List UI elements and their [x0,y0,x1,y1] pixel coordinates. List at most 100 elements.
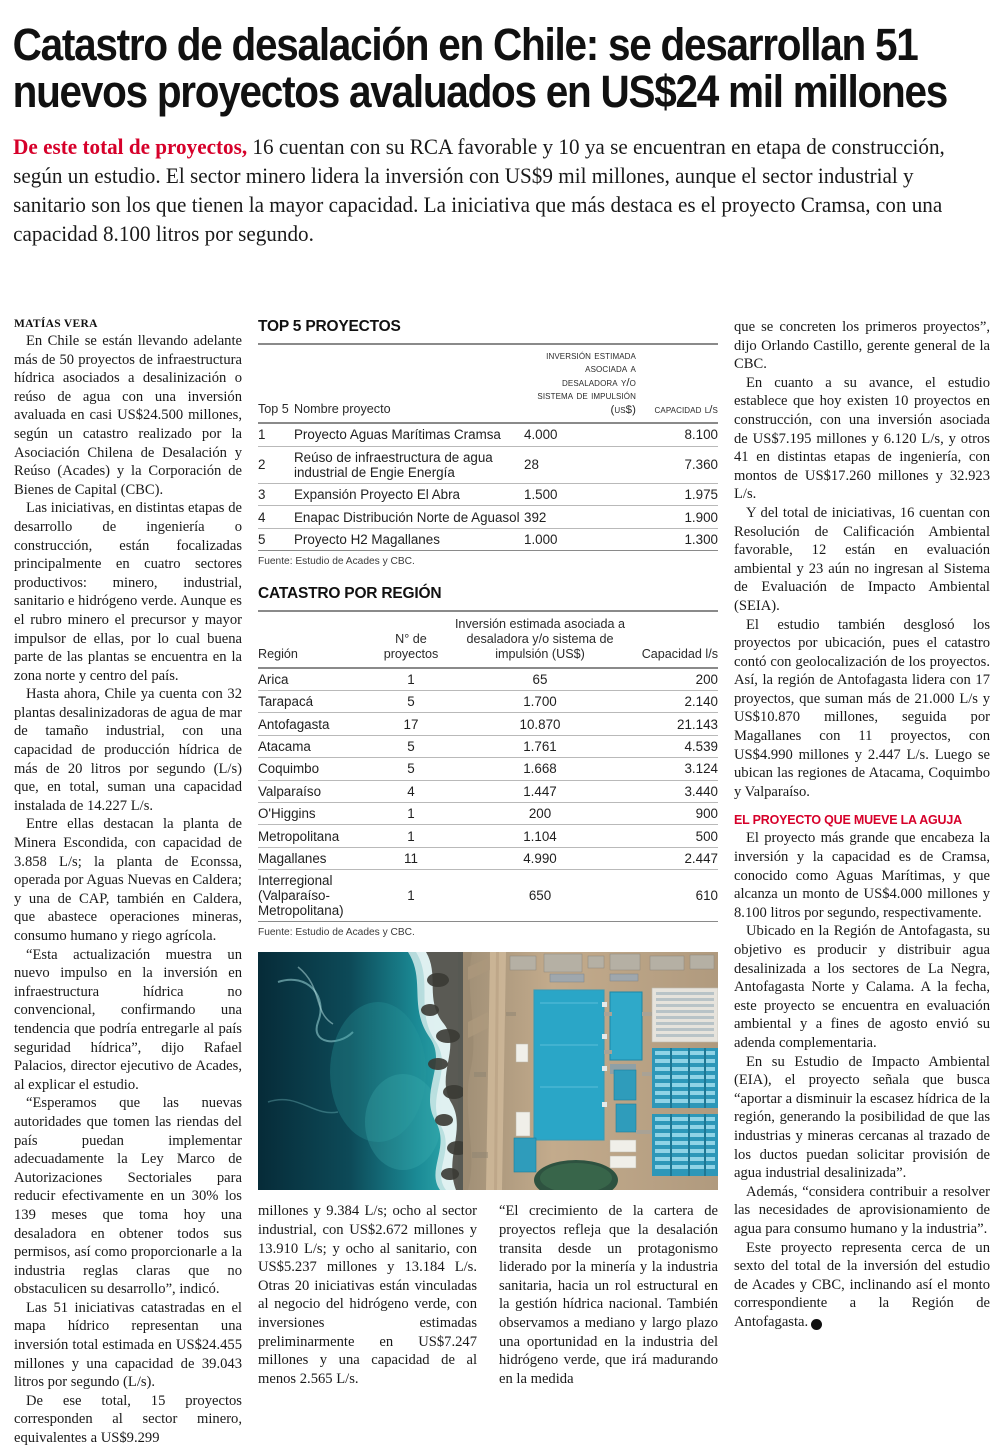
cell-capacity: 1.900 [650,505,718,529]
cell-capacity: 2.447 [630,847,718,871]
byline: MATÍAS VERA [14,318,98,330]
cell-capacity: 2.140 [630,690,718,714]
table-row: Interregional (Valparaíso- Metropolitana… [258,869,718,923]
cell-rank: 5 [258,528,294,552]
cell-capacity: 200 [630,667,718,692]
cell-region: Arica [258,667,372,692]
paragraph: De ese total, 15 proyectos corresponden … [14,1392,242,1447]
table-row: Coquimbo 5 1.668 3.124 [258,757,718,781]
cell-name: Expansión Proyecto El Abra [294,483,522,507]
region-table: Región N° de proyectos Inversión estimad… [258,610,718,923]
photo-artwork [258,952,718,1191]
column-left: MATÍAS VERA En Chile se están llevando a… [14,318,242,1448]
cell-rank: 3 [258,483,294,507]
col-header-projects: N° de proyectos [383,632,439,661]
paragraph: Y del total de iniciativas, 16 cuentan c… [734,504,990,614]
paragraph: “Esta actualización muestra un nuevo imp… [14,946,242,1093]
subcolumn-right: “El crecimiento de la cartera de proyect… [499,1202,718,1388]
paragraph: “Esperamos que las nuevas autoridades qu… [14,1095,242,1298]
cell-region: Magallanes [258,847,372,871]
table-row: 3 Expansión Proyecto El Abra 1.500 1.975 [258,483,718,507]
lead-paragraph: De este total de proyectos, 16 cuentan c… [0,116,982,249]
cell-investment: 10.870 [450,712,630,736]
cell-region: Tarapacá [258,690,372,714]
cell-name: Proyecto H2 Magallanes [294,528,522,552]
desalination-plant-photo [258,952,718,1191]
table-top5: TOP 5 PROYECTOS Top 5 Nombre proyecto In… [258,318,718,567]
cell-name: Proyecto Aguas Marítimas Cramsa [294,423,522,447]
table-row: 1 Proyecto Aguas Marítimas Cramsa 4.000 … [258,423,718,447]
cell-investment: 392 [522,505,650,529]
cell-capacity: 500 [630,824,718,848]
cell-projects: 5 [372,690,450,714]
table-row: Arica 1 65 200 [258,667,718,692]
table-header-row: Región N° de proyectos Inversión estimad… [258,611,718,668]
column-middle: TOP 5 PROYECTOS Top 5 Nombre proyecto In… [258,318,718,1387]
section-heading: EL PROYECTO QUE MUEVE LA AGUJA [734,812,962,828]
cell-capacity: 7.360 [650,446,718,485]
paragraph: “El crecimiento de la cartera de proyect… [499,1203,718,1387]
cell-name: Enapac Distribución Norte de Aguasol [294,505,522,529]
cell-rank: 2 [258,446,294,485]
cell-region: Metropolitana [258,824,372,848]
table-row: 4 Enapac Distribución Norte de Aguasol 3… [258,505,718,529]
cell-projects: 1 [372,824,450,848]
region-tbody: Arica 1 65 200 Tarapacá 5 1.700 2.140 [258,667,718,923]
cell-projects: 5 [372,757,450,781]
cell-name: Reúso de infraestructura de agua industr… [294,446,522,485]
table-top5-title: TOP 5 PROYECTOS [258,318,401,335]
paragraph: El estudio también desglosó los proyecto… [734,616,990,800]
table-row: Antofagasta 17 10.870 21.143 [258,712,718,736]
paragraph: que se concreten los primeros proyectos”… [734,319,990,373]
cell-investment: 1.500 [522,483,650,507]
col-header-capacity: Capacidad l/s [654,403,718,416]
table-row: 5 Proyecto H2 Magallanes 1.000 1.300 [258,528,718,552]
paragraph: El proyecto más grande que encabeza la i… [734,830,990,921]
lead-rest-text: 16 cuentan con su RCA favorable y 10 ya … [13,133,945,247]
cell-projects: 4 [372,780,450,803]
table-row: Atacama 5 1.761 4.539 [258,735,718,759]
end-mark-icon: P [811,1318,829,1330]
table-header-row: Top 5 Nombre proyecto Inversión estimada… [258,344,718,424]
cell-projects: 1 [372,802,450,826]
cell-projects: 5 [372,735,450,759]
cell-capacity: 3.124 [630,757,718,781]
cell-capacity: 3.440 [630,780,718,803]
cell-investment: 1.447 [450,780,630,803]
top5-tbody: 1 Proyecto Aguas Marítimas Cramsa 4.000 … [258,423,718,552]
cell-investment: 650 [450,869,630,923]
cell-investment: 4.000 [522,423,650,447]
cell-region: Antofagasta [258,712,372,736]
table-top5-source: Fuente: Estudio de Acades y CBC. [258,556,415,568]
article-columns: MATÍAS VERA En Chile se están llevando a… [14,318,990,1446]
region-thead: Región N° de proyectos Inversión estimad… [258,611,718,668]
column-right: que se concreten los primeros proyectos”… [734,318,990,1331]
table-region-title: CATASTRO POR REGIÓN [258,585,442,603]
cell-capacity: 1.975 [650,483,718,507]
col-header-rank: Top 5 [258,402,289,417]
cell-investment: 1.000 [522,528,650,552]
table-row: 2 Reúso de infraestructura de agua indus… [258,446,718,485]
photo-caption-columns: millones y 9.384 L/s; ocho al sector ind… [258,1202,718,1386]
paragraph: Ubicado en la Región de Antofagasta, su … [734,923,990,1051]
table-region-source: Fuente: Estudio de Acades y CBC. [258,927,415,939]
cell-capacity: 8.100 [650,423,718,447]
table-row: Valparaíso 4 1.447 3.440 [258,780,718,803]
paragraph: Las 51 iniciativas catastradas en el map… [14,1299,242,1391]
cell-capacity: 21.143 [630,712,718,736]
cell-investment: 4.990 [450,847,630,871]
cell-investment: 200 [450,802,630,826]
col-header-investment: Inversión estimada asociada a desaladora… [454,617,626,661]
paragraph: En Chile se están llevando adelante más … [14,333,242,498]
paragraph-text: Este proyecto representa cerca de un sex… [734,1239,990,1330]
table-row: O'Higgins 1 200 900 [258,802,718,826]
col-header-region: Región [258,646,298,661]
table-row: Metropolitana 1 1.104 500 [258,824,718,848]
cell-investment: 1.104 [450,824,630,848]
paragraph: En su Estudio de Impacto Ambiental (EIA)… [734,1053,990,1182]
cell-projects: 11 [372,847,450,871]
cell-investment: 1.761 [450,735,630,759]
cell-region: Valparaíso [258,780,372,803]
paragraph: Además, “considera contribuir a resolver… [734,1183,990,1237]
cell-capacity: 610 [630,869,718,923]
